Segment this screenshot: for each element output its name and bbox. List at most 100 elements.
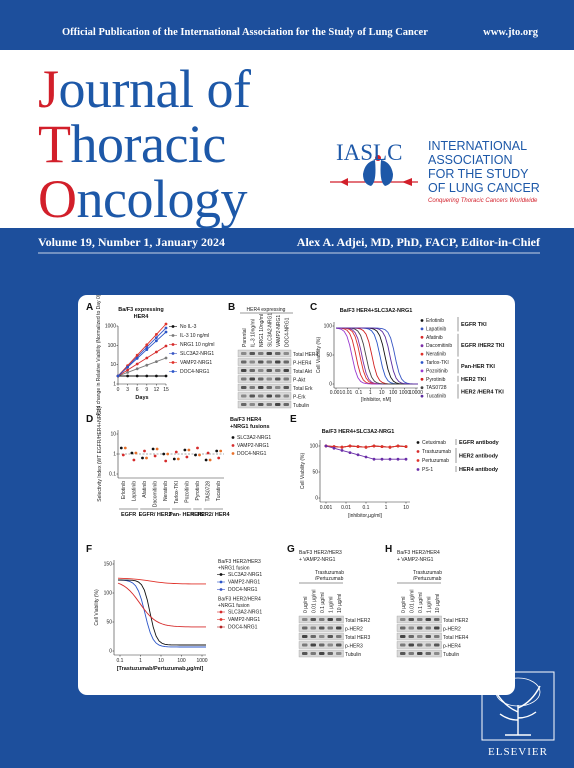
figure-text: EGFR TKI	[461, 322, 487, 328]
society-tagline: Conquering Thoracic Cancers Worldwide	[428, 198, 538, 204]
marker	[388, 457, 392, 461]
figure-text: Tubulin	[293, 403, 309, 409]
marker	[153, 454, 157, 458]
figure-text: p-HER3	[345, 643, 363, 649]
marker	[324, 444, 328, 448]
blot-band	[241, 352, 247, 355]
blot-band	[258, 377, 264, 381]
figure-text: +NRG1 fusions	[230, 424, 270, 430]
blot-band	[319, 652, 325, 655]
iaslc-emblem	[330, 155, 418, 186]
blot-band	[319, 626, 325, 630]
marker	[396, 444, 400, 448]
marker	[132, 458, 136, 462]
marker	[135, 367, 139, 371]
marker	[420, 369, 424, 373]
marker	[380, 445, 384, 448]
figure-text: 10	[403, 505, 409, 511]
marker	[166, 452, 170, 456]
figure-text: 50	[106, 620, 112, 626]
figure-text: 0.1 µg/ml	[320, 592, 326, 613]
journal-title: Oncology	[38, 169, 247, 229]
figure-text: 1 µg/ml	[328, 597, 334, 614]
figure-text: VAMP2-NRG1	[276, 315, 282, 347]
marker	[416, 459, 420, 462]
blot-band	[266, 369, 272, 372]
blot-band	[310, 635, 316, 638]
blot-band	[327, 618, 333, 621]
figure-text: 0 µg/ml	[303, 597, 309, 614]
figure-text: 9	[145, 387, 148, 393]
figure-text: 100	[389, 390, 398, 396]
figure-text: Pozoitinib	[184, 481, 190, 503]
figure-text: p-HER4	[443, 643, 461, 649]
figure-text: NRG1 10ng/ml	[259, 314, 265, 347]
figure-text: 0.01	[341, 505, 351, 511]
figure-text: TAS0728	[206, 481, 212, 502]
marker	[356, 445, 360, 448]
figure-text: Afatinib	[426, 335, 443, 341]
figure-text: 10	[110, 432, 116, 438]
society-acronym: IASLC	[336, 140, 402, 165]
figure-text: 1 µg/ml	[426, 597, 432, 614]
figure-text: E	[290, 414, 297, 425]
figure-text: A	[86, 302, 93, 313]
blot-strip	[237, 392, 292, 400]
figure-text: /Pertuzumab	[315, 576, 344, 582]
marker	[145, 345, 149, 349]
journal-title: Journal of	[38, 59, 251, 119]
figure-text: 0.1	[363, 505, 370, 511]
figure-text: Ba/F3 HER2/HER4	[397, 550, 440, 556]
figure-text: 100	[104, 591, 113, 597]
marker	[155, 333, 158, 336]
marker	[208, 458, 212, 462]
blot-band	[241, 360, 247, 364]
figure-box	[78, 295, 515, 695]
figure-text: Pyrotinib	[195, 481, 201, 501]
marker	[130, 451, 134, 455]
blot-band	[417, 652, 423, 655]
figure-text: DOC4-NRG1	[228, 625, 258, 631]
marker	[185, 455, 189, 459]
marker	[364, 445, 368, 449]
blot-band	[425, 652, 431, 655]
figure-text: Cell Viability (%)	[300, 453, 306, 490]
figure-text: Cell Viability (%)	[316, 337, 322, 374]
marker	[174, 450, 178, 454]
marker	[155, 339, 158, 343]
blot-band	[434, 618, 440, 621]
elsevier-logo	[481, 671, 555, 741]
society-name: FOR THE STUDY	[428, 167, 529, 181]
figure-text: p-HER2	[345, 626, 363, 632]
figure-text: 10 µg/ml	[337, 594, 343, 613]
marker	[145, 363, 149, 367]
marker	[404, 445, 408, 448]
blot-band	[417, 618, 423, 621]
figure-text: NRG1 10 ng/ml	[180, 342, 214, 348]
blot-band	[434, 643, 440, 647]
blot-band	[275, 369, 281, 372]
figure-text: 0	[315, 496, 318, 502]
figure-text: EGFR /HER2 TKI	[461, 343, 505, 349]
issue-volume: Volume 19, Number 1, January 2024	[38, 235, 225, 249]
society-name: ASSOCIATION	[428, 153, 513, 167]
marker	[119, 446, 123, 450]
blot-band	[302, 643, 308, 647]
figure-text: /Pertuzumab	[413, 576, 442, 582]
blot-band	[249, 369, 255, 372]
blot-band	[266, 352, 272, 355]
figure-text: 1	[369, 390, 372, 396]
figure-text: Trastuzumab	[422, 449, 451, 455]
figure-text: Dacomitinib	[426, 343, 452, 349]
curve	[117, 582, 207, 628]
marker	[420, 361, 424, 364]
figure-text: 0.01 µg/ml	[409, 590, 415, 613]
figure-text: VAMP2-NRG1	[228, 617, 260, 623]
figure-text: 15	[163, 387, 169, 393]
marker	[396, 457, 400, 461]
blot-band	[417, 643, 423, 647]
blot-strip	[237, 400, 292, 409]
figure-text: DOC4-NRG1	[180, 369, 210, 375]
marker	[164, 374, 168, 378]
